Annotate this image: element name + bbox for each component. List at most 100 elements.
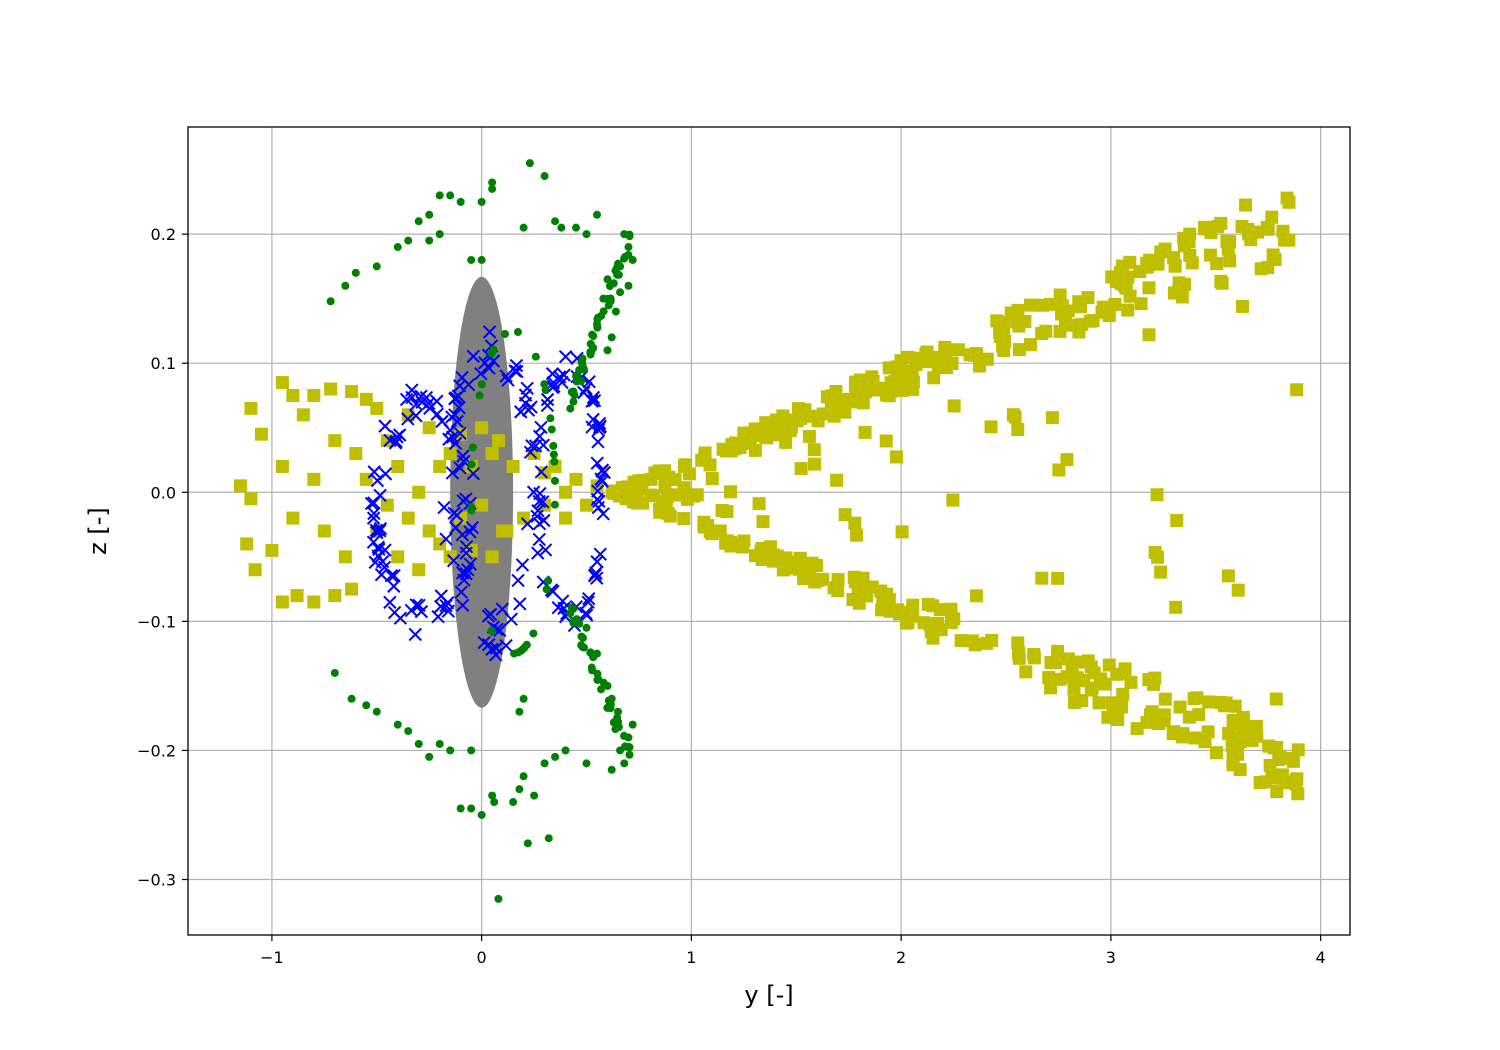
square-point bbox=[1154, 565, 1168, 579]
square-point bbox=[1210, 746, 1224, 760]
x-point-stroke bbox=[495, 602, 510, 616]
dot-point bbox=[326, 297, 335, 306]
x-point-stroke bbox=[461, 377, 476, 392]
square-point bbox=[1250, 729, 1264, 743]
x-point-stroke bbox=[399, 392, 414, 407]
square-point bbox=[307, 472, 321, 486]
x-point bbox=[454, 585, 468, 599]
dot-point bbox=[550, 476, 559, 485]
dot-point bbox=[550, 457, 559, 466]
x-point bbox=[448, 520, 463, 535]
x-point bbox=[595, 463, 610, 477]
x-point-stroke bbox=[534, 465, 549, 479]
x-point-stroke bbox=[443, 423, 457, 437]
square-point bbox=[1167, 286, 1181, 300]
square-point bbox=[433, 459, 447, 473]
square-point bbox=[345, 385, 359, 399]
square-point bbox=[317, 524, 331, 538]
square-point bbox=[1039, 324, 1053, 338]
square-point bbox=[890, 367, 904, 381]
x-point-stroke bbox=[511, 573, 525, 588]
x-point bbox=[587, 393, 602, 408]
dot-point bbox=[475, 391, 484, 400]
dot-point bbox=[577, 632, 586, 641]
x-tick-label: 1 bbox=[686, 948, 696, 967]
x-point-stroke bbox=[378, 467, 393, 481]
x-point-stroke bbox=[540, 392, 555, 407]
dot-point bbox=[603, 275, 612, 284]
square-point bbox=[1177, 232, 1191, 246]
x-point-stroke bbox=[546, 375, 561, 390]
x-point-stroke bbox=[439, 532, 453, 546]
x-point bbox=[437, 500, 451, 515]
square-point bbox=[538, 466, 552, 480]
square-point bbox=[951, 343, 965, 357]
square-point bbox=[1019, 665, 1033, 679]
x-point-stroke bbox=[456, 449, 470, 463]
square-point bbox=[735, 539, 749, 553]
square-point bbox=[1052, 463, 1066, 477]
square-point bbox=[1067, 682, 1081, 696]
x-point-stroke bbox=[457, 573, 471, 587]
x-point bbox=[366, 511, 381, 525]
square-point bbox=[854, 373, 868, 387]
square-point bbox=[1011, 422, 1025, 436]
dot-point bbox=[621, 252, 630, 261]
square-point bbox=[632, 474, 646, 488]
square-point bbox=[752, 497, 766, 511]
dot-point bbox=[488, 184, 497, 193]
square-point bbox=[1027, 647, 1041, 661]
x-point bbox=[434, 589, 448, 603]
square-point bbox=[1150, 488, 1164, 502]
square-point bbox=[811, 573, 825, 587]
x-point-stroke bbox=[520, 517, 535, 531]
square-point bbox=[1092, 696, 1106, 710]
x-point-stroke bbox=[459, 539, 474, 554]
square-point bbox=[1201, 725, 1215, 739]
dot-point bbox=[557, 223, 566, 232]
square-point bbox=[391, 459, 405, 473]
dot-point bbox=[487, 626, 496, 635]
dot-point bbox=[393, 720, 402, 729]
square-point bbox=[807, 443, 821, 457]
x-point-stroke bbox=[445, 466, 460, 480]
x-point bbox=[455, 598, 470, 612]
square-point bbox=[996, 339, 1010, 353]
x-point-stroke bbox=[465, 520, 480, 535]
dot-point bbox=[625, 750, 634, 759]
x-point-stroke bbox=[452, 379, 467, 393]
square-point bbox=[1067, 695, 1081, 709]
x-point-stroke bbox=[433, 599, 448, 614]
x-point bbox=[530, 509, 544, 524]
square-point bbox=[1116, 687, 1130, 701]
dot-point bbox=[347, 694, 356, 703]
square-point bbox=[1220, 234, 1234, 248]
square-point bbox=[802, 429, 816, 443]
square-point bbox=[831, 584, 845, 598]
x-point bbox=[591, 484, 605, 498]
x-point bbox=[409, 409, 423, 423]
square-point bbox=[328, 434, 342, 448]
square-point bbox=[1167, 251, 1181, 265]
dot-point bbox=[569, 397, 578, 406]
square-point bbox=[759, 419, 773, 433]
x-point bbox=[433, 599, 448, 614]
dot-point bbox=[624, 243, 633, 252]
x-point bbox=[511, 573, 525, 588]
x-point-stroke bbox=[455, 598, 470, 612]
square-point bbox=[980, 636, 994, 650]
x-point bbox=[585, 394, 599, 408]
x-point-stroke bbox=[478, 356, 492, 370]
square-point bbox=[506, 459, 520, 473]
x-point-stroke bbox=[595, 474, 609, 488]
x-point bbox=[368, 555, 382, 570]
square-point bbox=[240, 537, 254, 551]
square-point bbox=[248, 563, 262, 577]
square-point bbox=[808, 457, 822, 471]
dot-point bbox=[372, 262, 381, 271]
x-point-stroke bbox=[419, 390, 434, 405]
square-point bbox=[652, 464, 666, 478]
x-point-stroke bbox=[482, 325, 497, 339]
square-point bbox=[1239, 198, 1253, 212]
